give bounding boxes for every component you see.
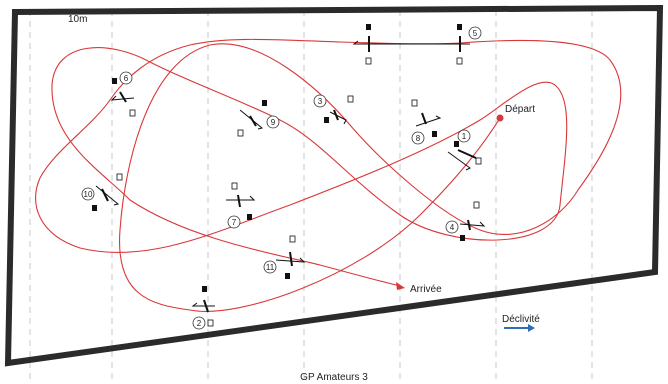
course-line	[35, 38, 622, 312]
jump-stand-icon	[366, 24, 371, 30]
jump-stand-icon	[473, 201, 480, 209]
jump-number: 8	[416, 134, 421, 143]
jump-stand-icon	[475, 157, 482, 165]
start-label: Départ	[505, 104, 535, 115]
jump-9: 9	[237, 100, 280, 137]
start-dot-icon	[496, 114, 504, 122]
jump-7: 7	[226, 182, 256, 229]
jump-5: 5	[352, 24, 482, 65]
jump-stand-icon	[202, 286, 207, 292]
jump-stand-icon	[262, 100, 267, 106]
arena-border	[4, 4, 664, 367]
jump-number: 10	[84, 190, 93, 199]
jump-3: 3	[313, 94, 354, 125]
jump-stand-icon	[411, 99, 418, 107]
jump-stand-icon	[92, 205, 97, 211]
jump-1: 1	[447, 129, 482, 171]
jump-number: 1	[462, 132, 467, 141]
jump-number: 3	[318, 97, 323, 106]
jump-stand-icon	[285, 273, 290, 279]
jump-stand-icon	[116, 173, 123, 181]
jump-stand-icon	[454, 141, 459, 147]
finish-label: Arrivée	[410, 284, 442, 295]
jump-stand-icon	[432, 131, 437, 137]
jump-number: 7	[232, 218, 237, 227]
jump-stand-icon	[460, 235, 465, 241]
jump-stand-icon	[347, 95, 354, 103]
grid-dashes	[29, 10, 593, 380]
jump-stand-icon	[231, 182, 238, 190]
jump-stand-icon	[456, 57, 463, 65]
jump-number: 9	[271, 118, 276, 127]
jump-stand-icon	[365, 57, 372, 65]
jump-10: 10	[81, 173, 123, 211]
jump-stand-icon	[129, 109, 136, 117]
finish-arrow-icon	[396, 282, 405, 290]
jump-4: 4	[445, 201, 486, 241]
jump-stand-icon	[324, 117, 329, 123]
jump-number: 11	[266, 263, 275, 272]
scale-label: 10m	[68, 14, 87, 25]
jump-stand-icon	[289, 235, 296, 243]
jump-number: 6	[124, 74, 129, 83]
jump-6: 6	[110, 71, 136, 117]
slope-label: Déclivité	[502, 314, 540, 325]
jump-2: 2	[191, 286, 215, 330]
jump-stand-icon	[207, 319, 214, 327]
jump-8: 8	[411, 99, 442, 145]
jump-stand-icon	[237, 129, 244, 137]
jump-stand-icon	[457, 24, 462, 30]
jump-stand-icon	[112, 78, 117, 84]
course-caption: GP Amateurs 3	[300, 372, 368, 383]
jump-11: 11	[263, 235, 306, 279]
jump-number: 2	[197, 319, 202, 328]
jump-number: 5	[473, 29, 478, 38]
jump-number: 4	[450, 223, 455, 232]
slope-arrow-icon	[504, 324, 535, 332]
jump-stand-icon	[247, 214, 252, 220]
